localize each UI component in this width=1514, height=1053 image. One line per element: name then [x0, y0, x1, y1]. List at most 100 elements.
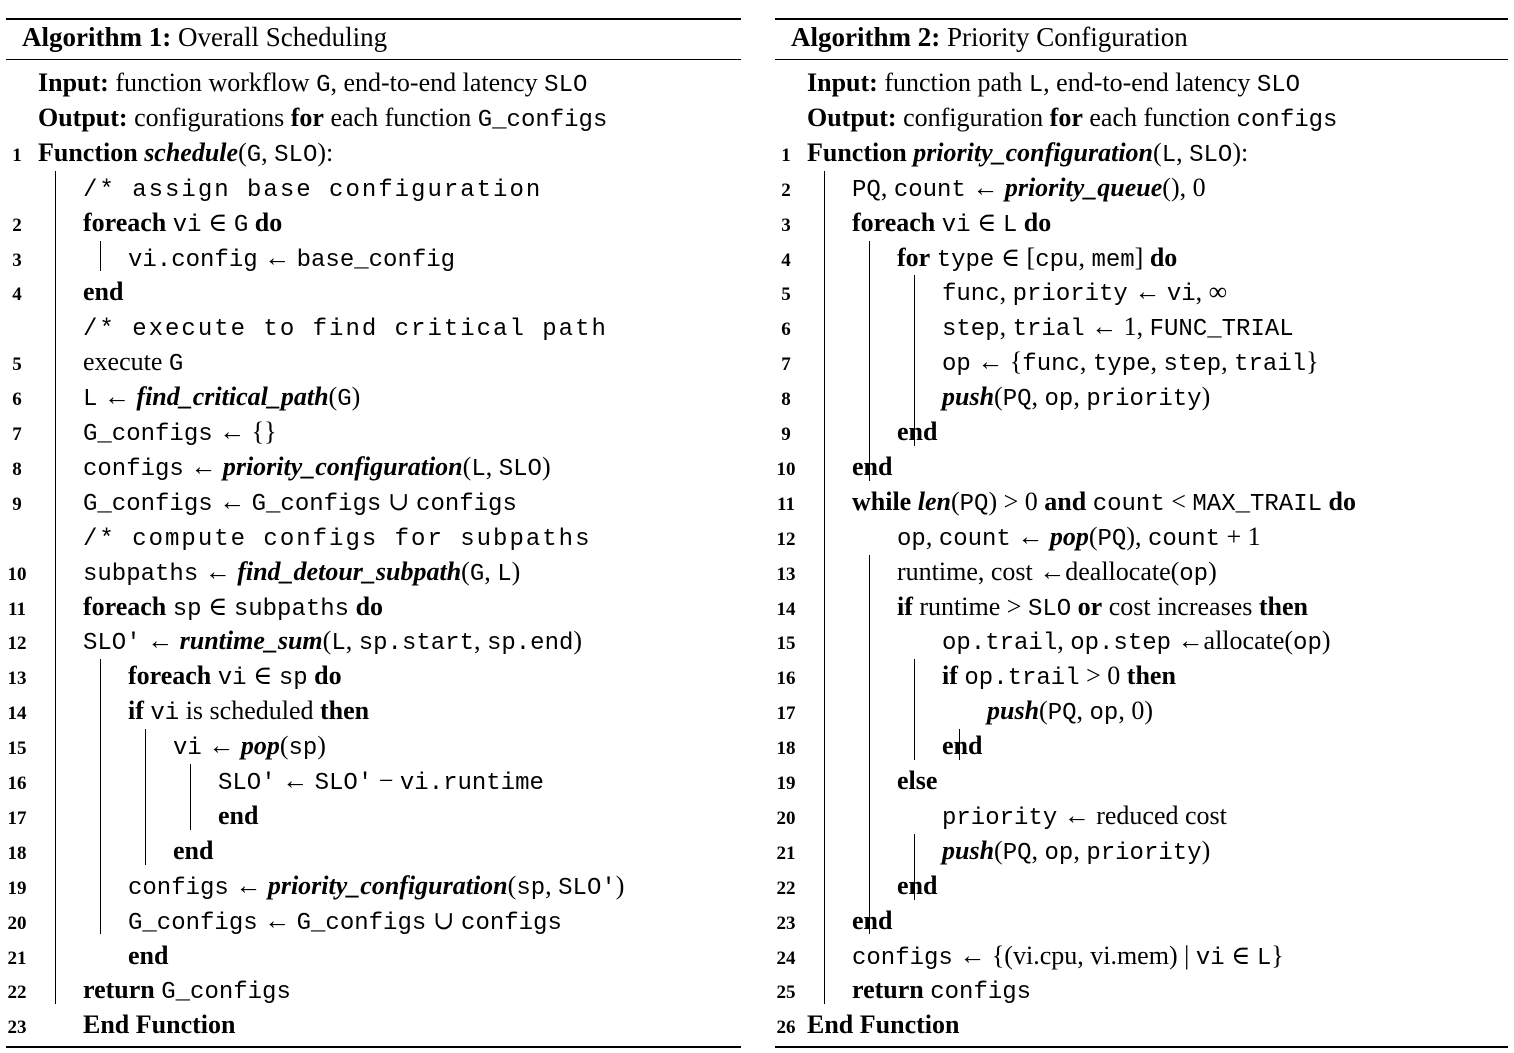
caption-label: Algorithm 1: — [22, 22, 172, 52]
algorithm-caption: Algorithm 1: Overall Scheduling — [22, 22, 387, 53]
line-text: priority ← reduced cost — [942, 800, 1227, 832]
line-text: end — [83, 277, 124, 307]
line-number: 11 — [8, 598, 26, 620]
line-text: L ← find_critical_path(G) — [83, 382, 361, 414]
line-text: op ← {func, type, step, trail} — [942, 347, 1319, 379]
indent-guide — [869, 240, 870, 481]
line-text: End Function — [807, 1010, 960, 1040]
code-line: 18 end — [775, 728, 1508, 763]
code-line: 3 vi.config ← base_config — [6, 240, 741, 275]
code-line: 26 End Function — [775, 1007, 1508, 1042]
code-line: 9 end — [775, 414, 1508, 449]
line-text: Function priority_configuration(L, SLO): — [807, 137, 1249, 169]
algorithm-2-box: Algorithm 2: Priority Configuration Inpu… — [775, 18, 1508, 1048]
line-number: 12 — [776, 528, 796, 550]
line-number: 4 — [12, 284, 22, 306]
caption-title: Priority Configuration — [946, 22, 1188, 52]
code-line: /* assign base configuration — [6, 170, 741, 205]
line-number: 8 — [781, 389, 791, 411]
code-line: 7 G_configs ← {} — [6, 414, 741, 449]
line-text: /* execute to find critical path — [83, 316, 608, 344]
algorithm-caption: Algorithm 2: Priority Configuration — [791, 22, 1188, 53]
line-number: 14 — [7, 703, 27, 725]
line-number: 14 — [776, 598, 796, 620]
line-number: 3 — [781, 214, 791, 236]
line-text: configs ← priority_configuration(sp, SLO… — [128, 870, 625, 902]
code-line: 16 if op.trail > 0 then — [775, 658, 1508, 693]
line-text: PQ, count ← priority_queue(), 0 — [852, 172, 1206, 204]
line-number: 9 — [12, 493, 22, 515]
line-text: op.trail, op.step ←allocate(op) — [942, 626, 1331, 658]
code-line: 14 if runtime > SLO or cost increases the… — [775, 589, 1508, 624]
code-line: 1 Function schedule(G, SLO): — [6, 135, 741, 170]
line-text: foreach sp ∈ subpaths do — [83, 591, 384, 623]
line-text: push(PQ, op, 0) — [987, 696, 1154, 728]
line-number: 19 — [776, 773, 796, 794]
line-number: 15 — [776, 633, 796, 655]
line-text: /* compute configs for subpaths — [83, 525, 592, 553]
line-text: end — [852, 451, 893, 481]
line-text: vi.config ← base_config — [128, 242, 456, 274]
line-number: 19 — [7, 877, 27, 899]
indent-guide — [914, 833, 915, 900]
line-text: else — [897, 766, 938, 795]
caption-rule — [6, 59, 741, 60]
indent-guide — [145, 729, 146, 865]
code-line: 15 vi ← pop(sp) — [6, 728, 741, 763]
code-line: 21 end — [6, 938, 741, 973]
indent-guide — [55, 170, 56, 1005]
code-line: 15 op.trail, op.step ←allocate(op) — [775, 623, 1508, 658]
line-number: 26 — [776, 1017, 796, 1039]
code-line: 2 foreach vi ∈ G do — [6, 205, 741, 240]
code-line: 10 subpaths ← find_detour_subpath(G, L) — [6, 554, 741, 589]
line-text: return G_configs — [83, 975, 291, 1007]
line-number: 10 — [7, 563, 27, 585]
code-line: 5 execute G — [6, 344, 741, 379]
code-line: 8 push(PQ, op, priority) — [775, 379, 1508, 414]
line-number: 17 — [7, 807, 27, 829]
code-line: 22 end — [775, 868, 1508, 903]
line-text: end — [897, 417, 938, 446]
code-line: 5 func, priority ← vi, ∞ — [775, 274, 1508, 309]
indent-guide — [824, 170, 825, 1005]
line-text: return configs — [852, 975, 1032, 1007]
line-number: 1 — [781, 144, 791, 166]
line-text: G_configs ← {} — [83, 417, 277, 448]
line-number: 20 — [776, 807, 796, 829]
line-text: step, trial ← 1, FUNC_TRIAL — [942, 312, 1294, 344]
input-line: Input: function workflow G, end-to-end l… — [6, 65, 741, 100]
code-line: 21 push(PQ, op, priority) — [775, 833, 1508, 868]
line-text: Input: function workflow G, end-to-end l… — [38, 68, 588, 99]
line-text: end — [218, 800, 259, 830]
line-text: push(PQ, op, priority) — [942, 382, 1211, 414]
line-number: 13 — [7, 668, 27, 690]
bottom-rule — [775, 1046, 1508, 1048]
line-number: 25 — [776, 982, 796, 1004]
line-number: 5 — [781, 284, 791, 306]
line-text: SLO′ ← SLO′ − vi.runtime — [218, 766, 544, 797]
line-text: Function schedule(G, SLO): — [38, 137, 334, 169]
code-line: 25 return configs — [775, 972, 1508, 1007]
line-number: 18 — [776, 738, 796, 760]
line-text: Output: configurations for each function… — [38, 102, 608, 134]
line-text: push(PQ, op, priority) — [942, 835, 1211, 867]
line-text: for type ∈ [cpu, mem] do — [897, 242, 1178, 274]
line-number: 8 — [12, 458, 22, 480]
code-line: 11 foreach sp ∈ subpaths do — [6, 589, 741, 624]
line-number: 20 — [7, 912, 27, 934]
line-number: 23 — [776, 912, 796, 934]
code-line: 6 L ← find_critical_path(G) — [6, 379, 741, 414]
line-text: Output: configuration for each function … — [807, 102, 1338, 134]
code-line: 23 End Function — [6, 1007, 741, 1042]
line-number: 15 — [7, 738, 27, 760]
code-line: 17 push(PQ, op, 0) — [775, 693, 1508, 728]
line-number: 23 — [7, 1017, 27, 1039]
caption-label: Algorithm 2: — [791, 22, 941, 52]
code-line: 12 SLO′ ← runtime_sum(L, sp.start, sp.end… — [6, 623, 741, 658]
code-line: 19 configs ← priority_configuration(sp, S… — [6, 868, 741, 903]
code-line: 24 configs ← {(vi.cpu, vi.mem) | vi ∈ L} — [775, 938, 1508, 973]
code-line: 4 end — [6, 274, 741, 309]
code-line: 1 Function priority_configuration(L, SLO)… — [775, 135, 1508, 170]
line-text: op, count ← pop(PQ), count + 1 — [897, 521, 1261, 553]
line-text: if vi is scheduled then — [128, 696, 370, 728]
